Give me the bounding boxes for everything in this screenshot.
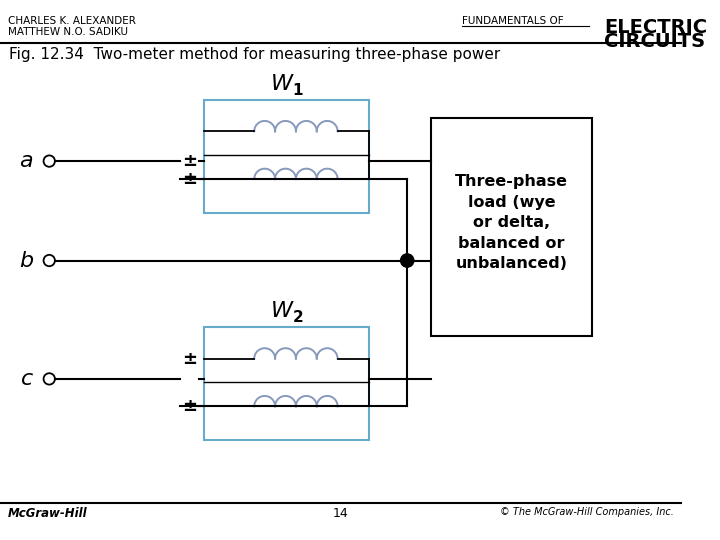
Text: Three-phase
load (wye
or delta,
balanced or
unbalanced): Three-phase load (wye or delta, balanced… (455, 174, 568, 271)
Text: ELECTRIC: ELECTRIC (604, 18, 707, 37)
Text: $\mathbf{\mathit{a}}$: $\mathbf{\mathit{a}}$ (19, 151, 34, 171)
Text: $\mathbf{1}$: $\mathbf{1}$ (292, 82, 304, 98)
Text: $\mathbf{\mathit{W}}$: $\mathbf{\mathit{W}}$ (270, 74, 295, 94)
Text: MATTHEW N.O. SADIKU: MATTHEW N.O. SADIKU (8, 26, 127, 37)
Text: CHARLES K. ALEXANDER: CHARLES K. ALEXANDER (8, 16, 135, 26)
Text: McGraw-Hill: McGraw-Hill (8, 507, 87, 519)
Text: $\mathbf{2}$: $\mathbf{2}$ (292, 309, 304, 325)
Circle shape (400, 254, 414, 267)
Bar (431, 118, 592, 336)
Text: ±: ± (182, 152, 197, 170)
Text: $\mathbf{\mathit{c}}$: $\mathbf{\mathit{c}}$ (19, 369, 34, 389)
Text: ±: ± (182, 349, 197, 368)
Text: FUNDAMENTALS OF: FUNDAMENTALS OF (462, 16, 564, 26)
Bar (204, 99, 369, 213)
Text: © The McGraw-Hill Companies, Inc.: © The McGraw-Hill Companies, Inc. (500, 507, 674, 517)
Text: Fig. 12.34  Two-meter method for measuring three-phase power: Fig. 12.34 Two-meter method for measurin… (9, 46, 500, 62)
Text: ±: ± (182, 397, 197, 415)
Text: 14: 14 (333, 507, 348, 519)
Bar (204, 327, 369, 441)
Text: ±: ± (182, 170, 197, 188)
Text: CIRCUITS: CIRCUITS (604, 32, 706, 51)
Text: $\mathbf{\mathit{b}}$: $\mathbf{\mathit{b}}$ (19, 251, 34, 271)
Text: $\mathbf{\mathit{W}}$: $\mathbf{\mathit{W}}$ (270, 301, 295, 321)
